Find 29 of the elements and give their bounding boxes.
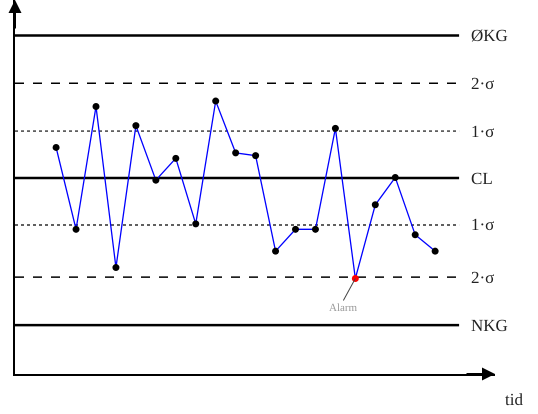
ref-line-label: CL <box>471 169 493 188</box>
point <box>92 103 100 110</box>
point <box>352 274 359 282</box>
point <box>132 122 140 130</box>
annotation: Alarm <box>329 302 358 314</box>
point <box>112 264 120 272</box>
ref-line-label: NKG <box>471 316 508 335</box>
point <box>332 124 339 132</box>
point <box>272 248 280 255</box>
point <box>312 226 319 233</box>
ref-line-label: 2·σ <box>471 74 494 93</box>
point <box>412 231 419 238</box>
point <box>292 226 299 233</box>
point <box>212 98 220 105</box>
point <box>432 248 439 255</box>
x-axis-title: tid <box>505 390 524 409</box>
point <box>152 176 160 184</box>
point <box>172 154 180 162</box>
point <box>192 220 200 228</box>
point <box>52 144 60 151</box>
ref-line-label: 1·σ <box>471 122 494 141</box>
ref-line-label: 1·σ <box>471 215 494 234</box>
ref-line-label: 2·σ <box>471 268 494 287</box>
point <box>392 174 399 181</box>
point <box>72 226 80 233</box>
ref-line-label: ØKG <box>471 26 508 45</box>
point <box>232 149 240 156</box>
point <box>372 201 379 208</box>
point <box>252 152 260 160</box>
